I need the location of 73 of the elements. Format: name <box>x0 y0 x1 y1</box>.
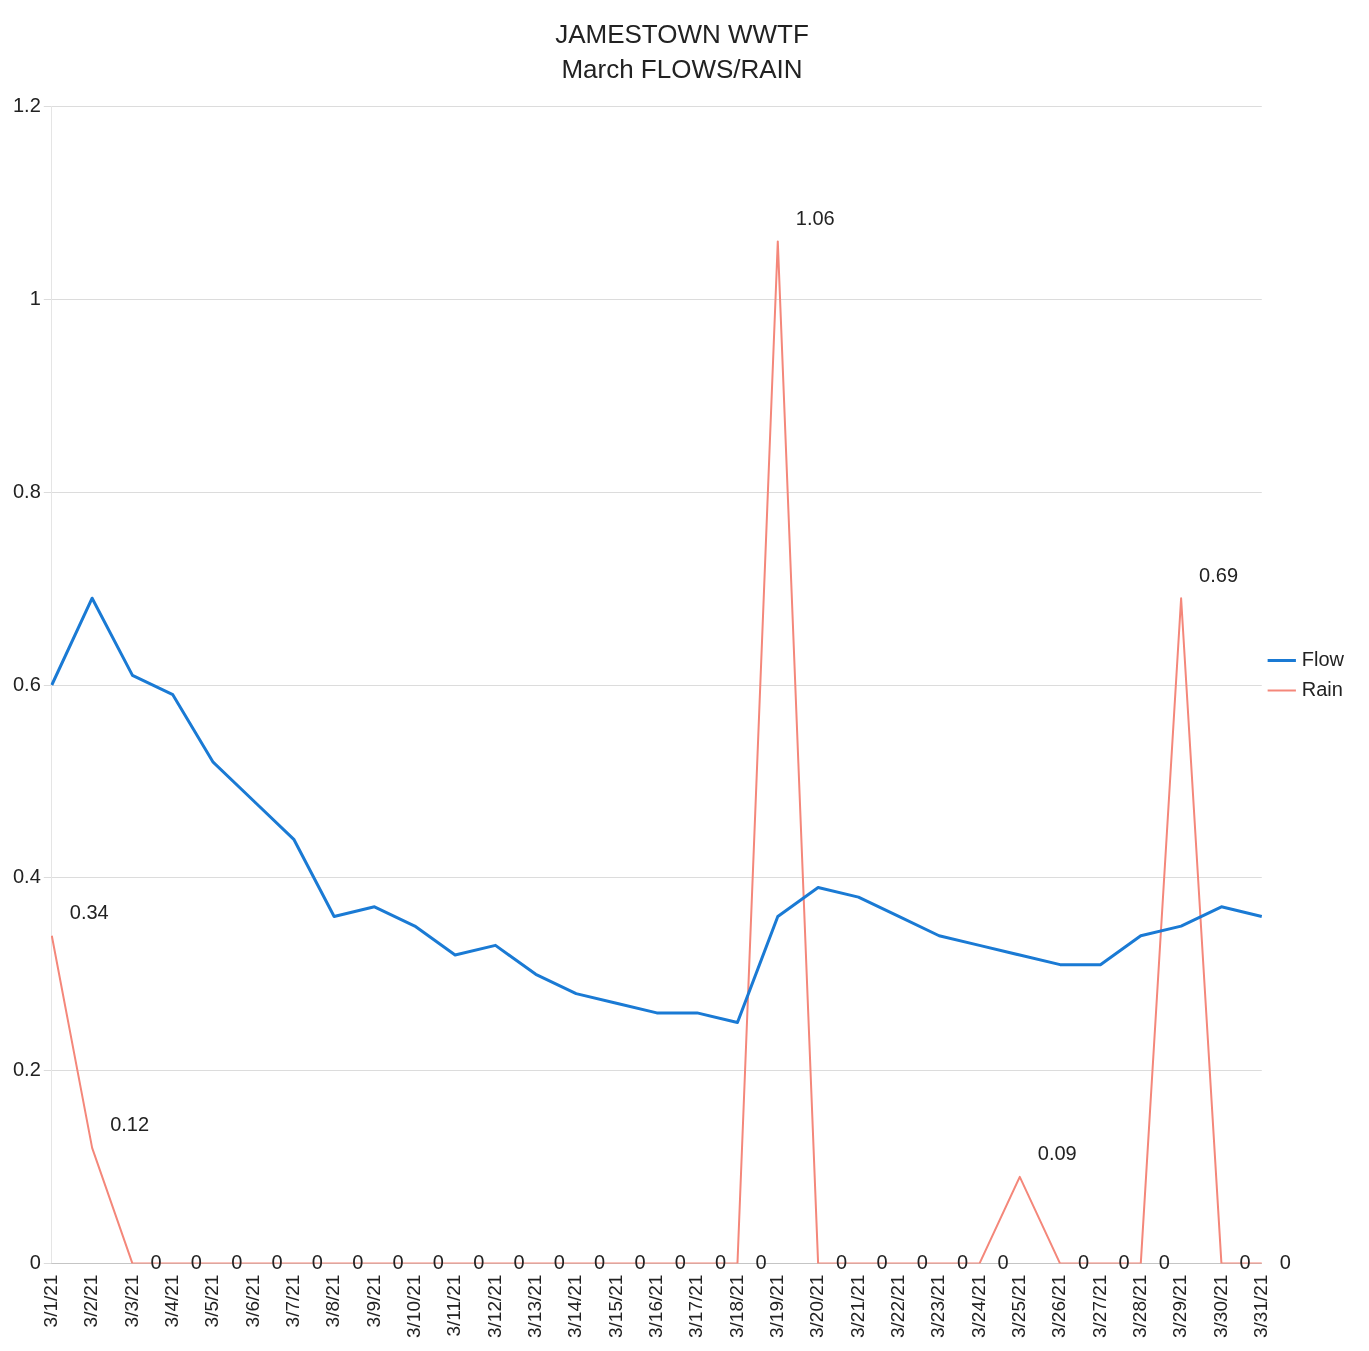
data-label: 0 <box>473 1251 485 1274</box>
data-label: 0 <box>1158 1251 1170 1274</box>
y-tick-label: 1 <box>29 286 41 309</box>
data-label: 0 <box>392 1251 404 1274</box>
x-tick-label: 3/13/21 <box>524 1274 546 1339</box>
x-tick-label: 3/27/21 <box>1088 1274 1110 1339</box>
data-label: 0 <box>755 1251 767 1274</box>
data-label: 0 <box>1279 1251 1291 1274</box>
y-tick-label: 0.6 <box>12 672 41 695</box>
x-tick-label: 3/29/21 <box>1169 1274 1191 1339</box>
data-label: 0 <box>231 1251 243 1274</box>
data-label: 0 <box>876 1251 888 1274</box>
data-label: 1.06 <box>795 206 835 229</box>
data-label: 0 <box>594 1251 606 1274</box>
x-tick-label: 3/6/21 <box>241 1274 263 1328</box>
data-label: 0 <box>190 1251 202 1274</box>
data-label: 0 <box>957 1251 969 1274</box>
data-label: 0.34 <box>69 901 109 924</box>
x-tick-label: 3/14/21 <box>564 1274 586 1339</box>
y-tick-label: 0 <box>29 1251 41 1274</box>
x-tick-label: 3/24/21 <box>967 1274 989 1339</box>
data-label: 0.69 <box>1199 563 1239 586</box>
data-label: 0 <box>271 1251 283 1274</box>
x-tick-label: 3/18/21 <box>725 1274 747 1339</box>
data-label: 0 <box>916 1251 928 1274</box>
x-tick-label: 3/3/21 <box>120 1274 142 1328</box>
x-tick-label: 3/1/21 <box>40 1274 62 1328</box>
data-label: 0 <box>997 1251 1009 1274</box>
x-tick-label: 3/8/21 <box>322 1274 344 1328</box>
x-tick-label: 3/30/21 <box>1209 1274 1231 1339</box>
x-tick-label: 3/22/21 <box>887 1274 909 1339</box>
data-label: 0 <box>1239 1251 1251 1274</box>
data-label: 0 <box>715 1251 727 1274</box>
data-label: 0 <box>352 1251 364 1274</box>
data-label: 0 <box>311 1251 323 1274</box>
data-label: 0 <box>513 1251 525 1274</box>
y-tick-label: 0.2 <box>12 1058 41 1081</box>
x-tick-label: 3/26/21 <box>1048 1274 1070 1339</box>
x-tick-label: 3/20/21 <box>806 1274 828 1339</box>
legend-label: Flow <box>1301 648 1345 671</box>
x-tick-label: 3/10/21 <box>403 1274 425 1339</box>
x-tick-label: 3/2/21 <box>80 1274 102 1328</box>
data-label: 0 <box>1118 1251 1130 1274</box>
x-tick-label: 3/15/21 <box>604 1274 626 1339</box>
x-tick-label: 3/23/21 <box>927 1274 949 1339</box>
data-label: 0 <box>836 1251 848 1274</box>
x-tick-label: 3/11/21 <box>443 1274 465 1337</box>
data-label: 0 <box>553 1251 565 1274</box>
x-tick-label: 3/4/21 <box>161 1274 183 1328</box>
data-label: 0 <box>674 1251 686 1274</box>
chart-title: JAMESTOWN WWTF <box>555 18 809 49</box>
x-tick-label: 3/7/21 <box>282 1274 304 1328</box>
data-label: 0 <box>634 1251 646 1274</box>
x-tick-label: 3/12/21 <box>483 1274 505 1339</box>
x-tick-label: 3/31/21 <box>1250 1274 1272 1339</box>
x-tick-label: 3/21/21 <box>846 1274 868 1339</box>
x-tick-label: 3/28/21 <box>1129 1274 1151 1339</box>
x-tick-label: 3/25/21 <box>1008 1274 1030 1339</box>
data-label: 0 <box>150 1251 162 1274</box>
data-label: 0.09 <box>1037 1142 1077 1165</box>
y-tick-label: 0.4 <box>12 865 41 888</box>
data-label: 0 <box>1078 1251 1090 1274</box>
data-label: 0 <box>432 1251 444 1274</box>
y-tick-label: 1.2 <box>12 93 41 116</box>
legend-label: Rain <box>1301 678 1343 701</box>
x-tick-label: 3/16/21 <box>645 1274 667 1339</box>
x-tick-label: 3/9/21 <box>362 1274 384 1328</box>
x-tick-label: 3/19/21 <box>766 1274 788 1339</box>
y-tick-label: 0.8 <box>12 479 41 502</box>
x-tick-label: 3/17/21 <box>685 1274 707 1339</box>
data-label: 0.12 <box>110 1113 150 1136</box>
x-tick-label: 3/5/21 <box>201 1274 223 1328</box>
chart-subtitle: March FLOWS/RAIN <box>561 53 803 84</box>
